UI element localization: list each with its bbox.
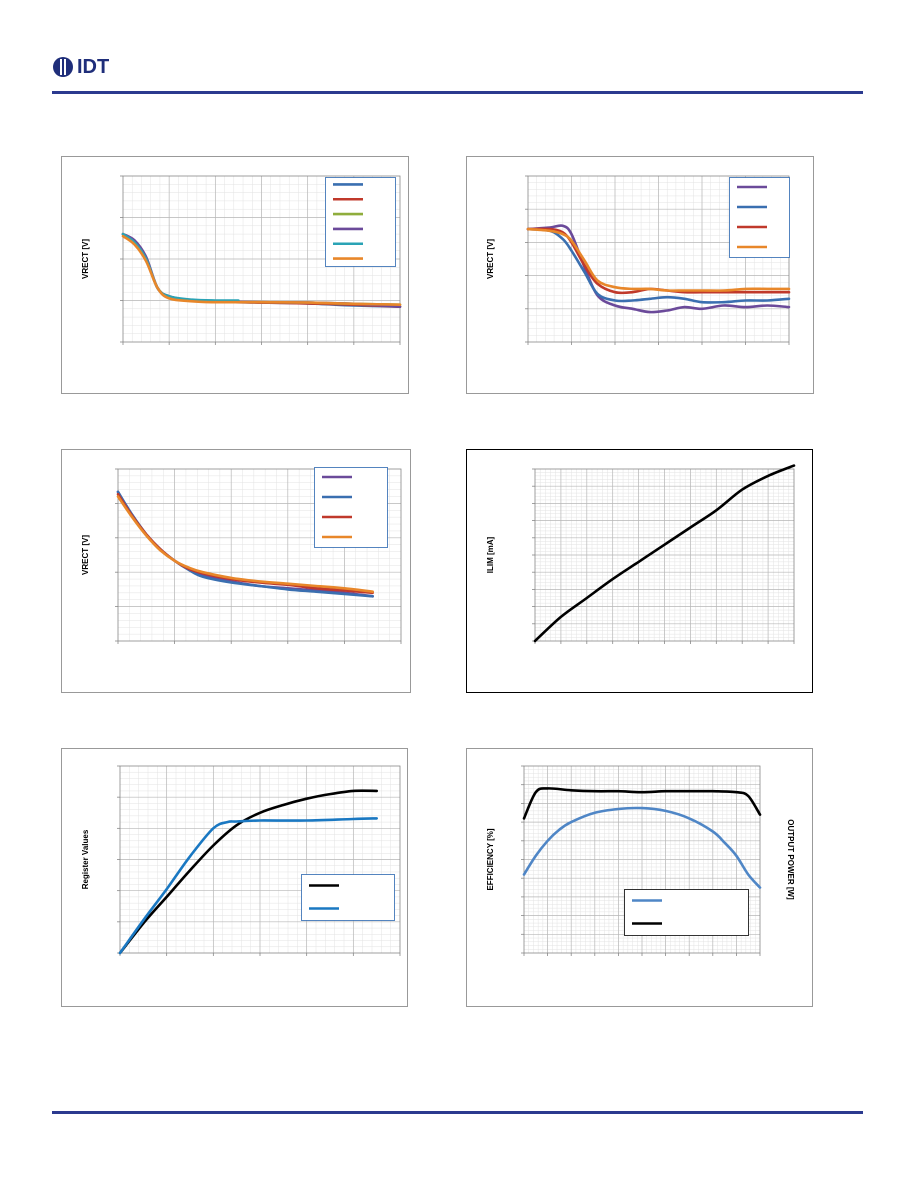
y-axis-label: VRECT [V]: [81, 535, 90, 575]
chart-register-values: Register Values: [61, 748, 408, 1007]
chart-svg: EFFICIENCY [%] OUTPUT POWER [W]: [466, 748, 813, 1007]
series-group: [116, 490, 374, 598]
series-line-4: [526, 227, 791, 292]
legend: [729, 177, 790, 258]
y-axis-label: ILIM [mA]: [486, 536, 495, 573]
legend: [301, 874, 395, 921]
chart-svg: VRECT [V]: [466, 156, 814, 394]
y-axis-label: Register Values: [81, 829, 90, 889]
series-line-1: [522, 806, 762, 889]
chart-frame: [466, 449, 813, 693]
series-line-2: [522, 787, 762, 820]
series-line-6: [121, 234, 402, 306]
logo-text: IDT: [77, 56, 110, 78]
series-group: [121, 232, 402, 308]
series-group: [533, 464, 796, 643]
chart-vrect-2: VRECT [V]: [466, 156, 814, 394]
series-group: [526, 224, 791, 314]
chart-efficiency: EFFICIENCY [%] OUTPUT POWER [W]: [466, 748, 813, 1007]
series-group: [118, 789, 378, 955]
series-line-2: [526, 227, 791, 304]
series-line-4: [116, 495, 374, 593]
chart-frame: [466, 748, 813, 1007]
legend: [325, 177, 396, 267]
chart-vrect-1: VRECT [V]: [61, 156, 409, 394]
y-axis-label: VRECT [V]: [81, 239, 90, 279]
chart-svg: VRECT [V]: [61, 156, 409, 394]
y2-axis-label: OUTPUT POWER [W]: [786, 819, 795, 900]
footer-rule: [52, 1111, 863, 1114]
chart-svg: ILIM [mA]: [466, 449, 813, 693]
series-line-1: [533, 464, 796, 643]
chart-vrect-3: VRECT [V]: [61, 449, 411, 693]
series-group: [522, 787, 762, 889]
chart-ilim: ILIM [mA]: [466, 449, 813, 693]
chart-svg: VRECT [V]: [61, 449, 411, 693]
y-axis-label: EFFICIENCY [%]: [486, 828, 495, 890]
chart-svg: Register Values: [61, 748, 408, 1007]
header-rule: [52, 91, 863, 94]
y-axis-label: VRECT [V]: [486, 239, 495, 279]
legend: [624, 889, 749, 936]
series-line-2: [118, 817, 378, 955]
series-line-1: [118, 789, 378, 955]
logo-mark-icon: [53, 57, 73, 77]
legend: [314, 467, 388, 548]
plot-grid: [532, 468, 795, 644]
company-logo: IDT: [52, 56, 109, 78]
series-line-1: [526, 224, 791, 314]
